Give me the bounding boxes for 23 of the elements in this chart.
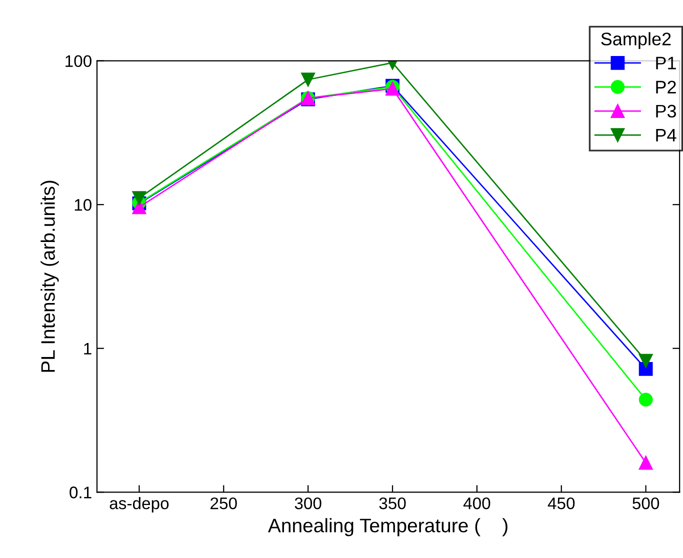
x-tick-label: 250 <box>210 497 237 510</box>
x-tick-label: 300 <box>294 497 322 510</box>
y-tick-label: 10 <box>74 199 92 211</box>
x-axis-title: Annealing Temperature ( ) <box>268 518 508 536</box>
legend-label: P3 <box>656 104 676 118</box>
legend-label: P1 <box>656 56 676 70</box>
legend-label: P2 <box>656 80 676 94</box>
point <box>638 456 653 470</box>
x-tick-label: as-depo <box>110 497 169 513</box>
point <box>638 392 653 407</box>
y-tick-label: 1 <box>84 342 92 354</box>
y-axis-title: PL Intensity (arb.units) <box>40 180 59 372</box>
x-tick-label: 500 <box>632 497 660 510</box>
x-tick-label: 350 <box>379 497 406 510</box>
x-tick-label: 450 <box>548 497 575 510</box>
x-tick-label: 400 <box>463 497 490 510</box>
point <box>132 191 146 206</box>
legend-title: Sample2 <box>601 32 671 49</box>
point <box>638 354 653 368</box>
legend-label: P4 <box>656 129 676 142</box>
point <box>301 72 316 87</box>
y-tick-label: 0.1 <box>70 486 92 498</box>
y-tick-label: 100 <box>66 55 92 68</box>
